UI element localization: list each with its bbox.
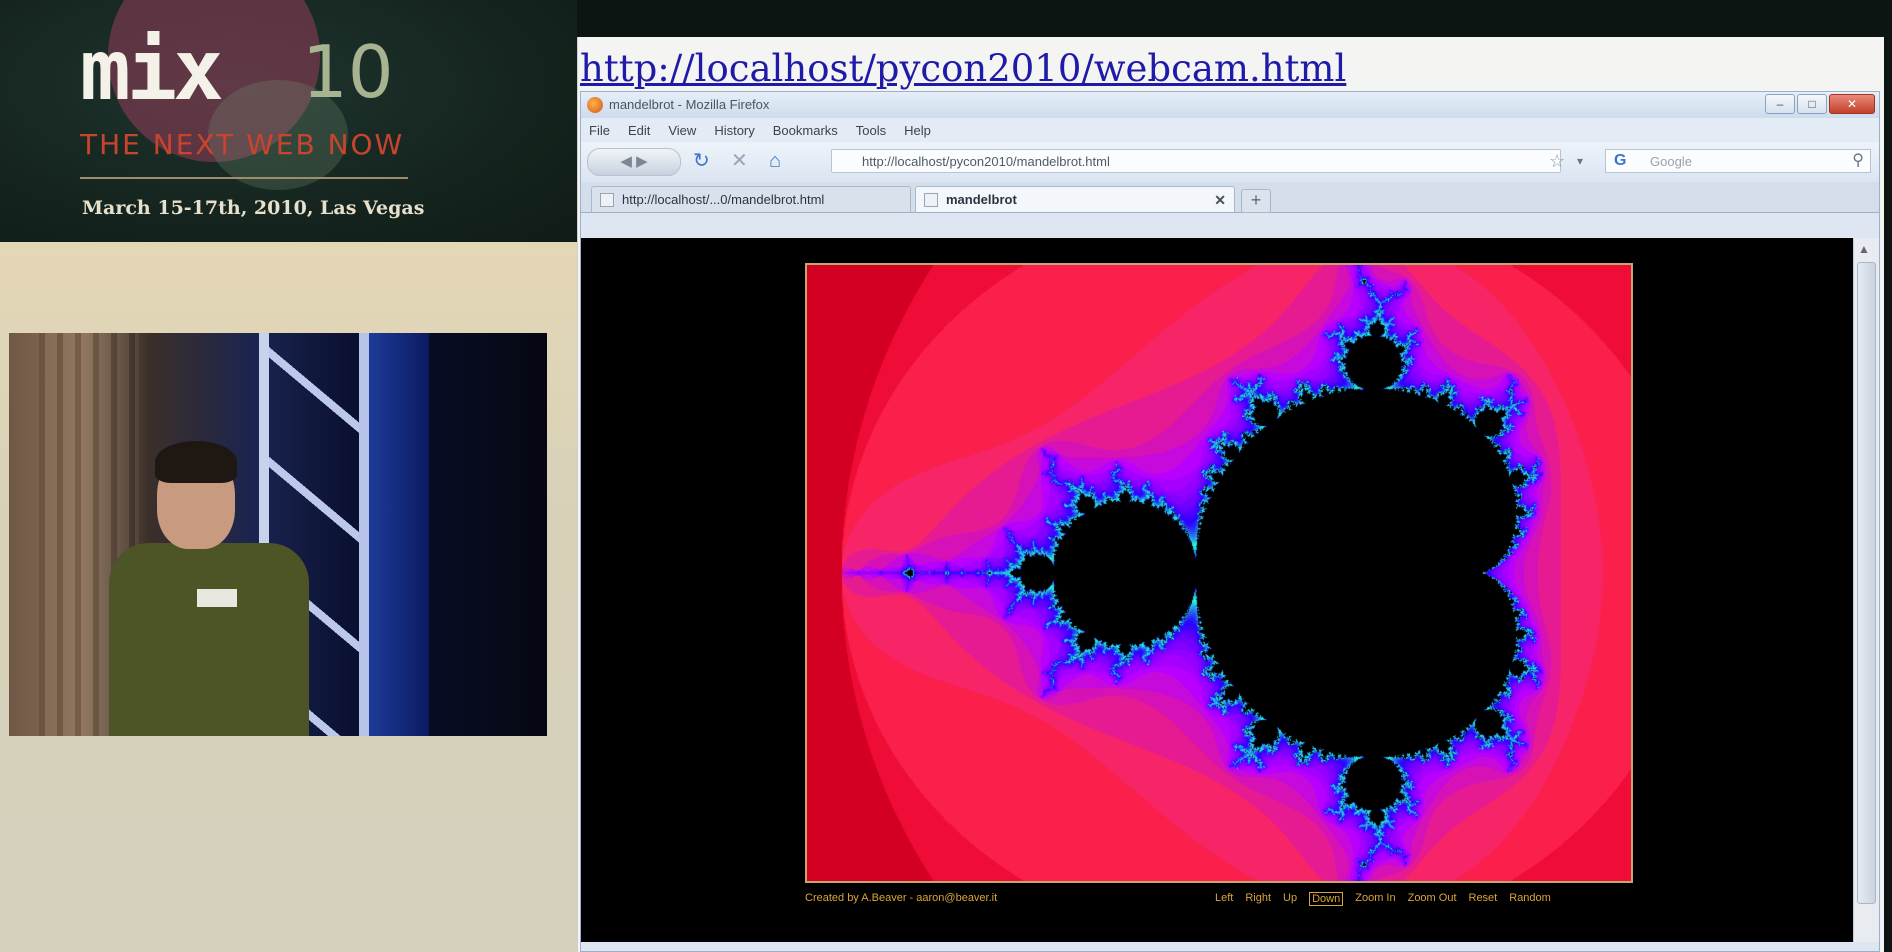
control-up[interactable]: Up [1283, 892, 1298, 904]
back-arrow-icon: ◀ ▶ [620, 153, 648, 170]
conference-logo: mix [80, 21, 224, 119]
stage-light [369, 333, 429, 736]
close-tab-icon[interactable]: ✕ [1214, 192, 1226, 208]
speaker-video [9, 333, 547, 736]
window-title: mandelbrot - Mozilla Firefox [609, 97, 770, 112]
firefox-icon [587, 97, 603, 113]
address-bar[interactable]: http://localhost/pycon2010/mandelbrot.ht… [831, 149, 1561, 173]
menu-view[interactable]: View [668, 122, 697, 138]
firefox-window: mandelbrot - Mozilla Firefox – □ ✕ File … [580, 91, 1880, 952]
control-zoom-in[interactable]: Zoom In [1355, 892, 1396, 904]
new-tab-button[interactable]: + [1241, 189, 1271, 213]
logo-circle-decoration-secondary [208, 80, 348, 190]
minimize-button[interactable]: – [1765, 94, 1795, 114]
page-content: Created by A.Beaver - aaron@beaver.it Le… [581, 238, 1854, 942]
search-input[interactable]: G Google ⚲ [1605, 149, 1871, 173]
window-titlebar: mandelbrot - Mozilla Firefox – □ ✕ [581, 92, 1879, 118]
logo-circle-decoration [108, 0, 320, 162]
conference-logo-number: 10 [302, 30, 394, 114]
scroll-up-icon[interactable]: ▲ [1858, 242, 1870, 256]
control-reset[interactable]: Reset [1468, 892, 1498, 904]
magnifier-icon[interactable]: ⚲ [1852, 152, 1864, 169]
banner-divider [80, 177, 408, 179]
home-icon[interactable]: ⌂ [769, 150, 782, 172]
menu-bookmarks[interactable]: Bookmarks [772, 122, 838, 138]
fractal-controls: Left Right Up Down Zoom In Zoom Out Rese… [1215, 892, 1551, 906]
menu-bar: File Edit View History Bookmarks Tools H… [581, 118, 1879, 142]
speaker-shirt-logo [197, 589, 237, 607]
window-controls: – □ ✕ [1765, 94, 1875, 114]
presentation-slide: http://localhost/pycon2010/webcam.html m… [577, 37, 1884, 952]
stop-icon[interactable]: ✕ [731, 150, 748, 172]
control-zoom-out[interactable]: Zoom Out [1407, 892, 1457, 904]
control-right[interactable]: Right [1245, 892, 1272, 904]
menu-tools[interactable]: Tools [855, 122, 887, 138]
menu-edit[interactable]: Edit [627, 122, 651, 138]
back-button[interactable]: ◀ ▶ [587, 148, 681, 176]
speaker-hair [155, 441, 237, 483]
menu-history[interactable]: History [714, 122, 755, 138]
history-dropdown-icon[interactable]: ▾ [1577, 154, 1584, 168]
search-placeholder: Google [1650, 154, 1692, 169]
menu-help[interactable]: Help [904, 122, 931, 138]
tab-mandelbrot-url[interactable]: http://localhost/...0/mandelbrot.html [591, 186, 911, 212]
scrollbar-thumb[interactable] [1857, 262, 1876, 904]
navigation-toolbar: ◀ ▶ ↻ ✕ ⌂ http://localhost/pycon2010/man… [581, 142, 1879, 182]
control-random[interactable]: Random [1509, 892, 1551, 904]
google-icon[interactable]: G [1614, 152, 1627, 169]
speaker-body [109, 543, 309, 736]
tab-mandelbrot[interactable]: mandelbrot ✕ [915, 186, 1235, 212]
star-icon[interactable]: ☆ [1549, 151, 1566, 171]
conference-banner: mix 10 THE NEXT WEB NOW March 15-17th, 2… [0, 0, 577, 242]
tab-strip: http://localhost/...0/mandelbrot.html ma… [581, 182, 1879, 213]
tab-label: mandelbrot [946, 192, 1017, 207]
conference-dates: March 15-17th, 2010, Las Vegas [82, 197, 425, 219]
control-left[interactable]: Left [1215, 892, 1234, 904]
close-button[interactable]: ✕ [1829, 94, 1875, 114]
control-down[interactable]: Down [1309, 892, 1344, 906]
menu-file[interactable]: File [589, 122, 610, 138]
tab-label: http://localhost/...0/mandelbrot.html [622, 192, 825, 207]
page-credit: Created by A.Beaver - aaron@beaver.it [805, 892, 998, 904]
mandelbrot-viewer[interactable] [805, 263, 1633, 883]
slide-url-heading[interactable]: http://localhost/pycon2010/webcam.html [580, 47, 1347, 90]
vertical-scrollbar[interactable]: ▲ [1853, 238, 1879, 942]
reload-icon[interactable]: ↻ [693, 150, 710, 172]
maximize-button[interactable]: □ [1797, 94, 1827, 114]
page-icon [600, 193, 614, 207]
page-icon [924, 193, 938, 207]
conference-tagline: THE NEXT WEB NOW [80, 128, 405, 161]
mandelbrot-canvas[interactable] [807, 265, 1631, 881]
